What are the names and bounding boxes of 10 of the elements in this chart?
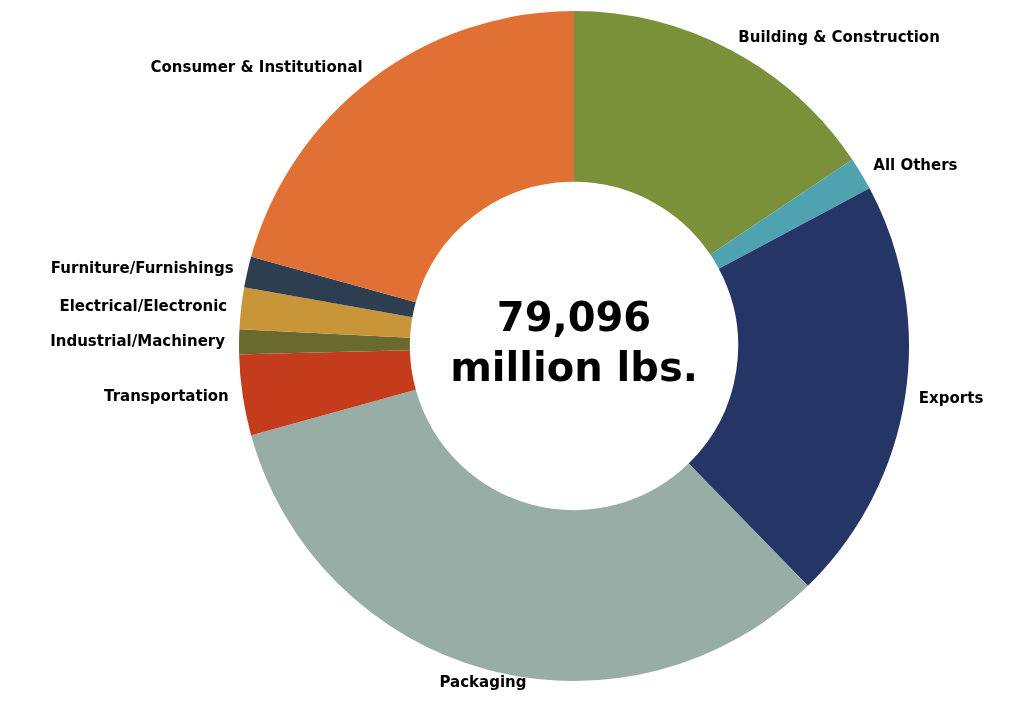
slice-label: Furniture/Furnishings — [50, 258, 234, 277]
slice-label: All Others — [873, 156, 958, 175]
slice-label: Packaging — [439, 672, 527, 691]
slice-label: Industrial/Machinery — [50, 331, 226, 350]
slice-label: Electrical/Electronic — [59, 296, 228, 315]
slice-label: Consumer & Institutional — [150, 58, 363, 77]
text: 79,096 million lbs. — [450, 294, 698, 391]
slice-label: Transportation — [104, 387, 229, 406]
slice-label: Building & Construction — [738, 27, 940, 46]
slice-label: Exports — [918, 389, 984, 408]
